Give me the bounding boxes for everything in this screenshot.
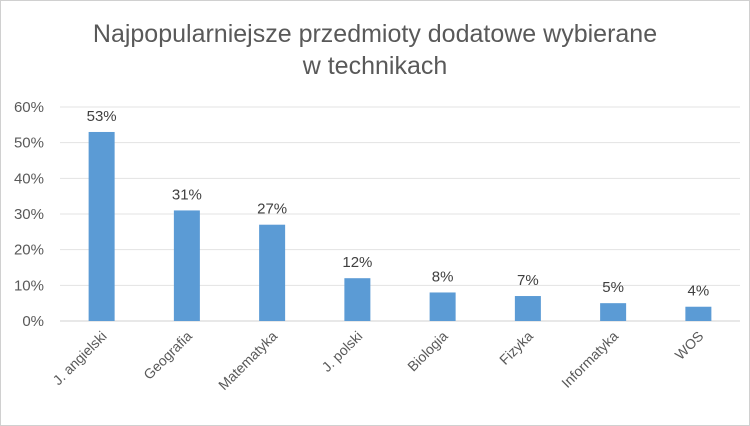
data-label: 12% <box>342 254 372 271</box>
x-tick-label: J. polski <box>318 328 365 375</box>
y-tick-label: 50% <box>14 135 44 152</box>
x-tick-label: Informatyka <box>558 328 621 391</box>
chart-title: Najpopularniejsze przedmioty dodatowe wy… <box>0 18 750 82</box>
y-tick-label: 60% <box>14 99 44 116</box>
bar <box>344 278 371 321</box>
bar <box>685 306 712 321</box>
y-tick-label: 20% <box>14 242 44 259</box>
chart-title-line-2: w technikach <box>302 52 448 80</box>
data-label: 27% <box>257 201 287 218</box>
bar <box>173 210 200 321</box>
data-label: 5% <box>602 279 624 296</box>
x-tick-label: J. angielski <box>49 328 109 388</box>
data-label: 53% <box>87 108 117 125</box>
y-tick-label: 30% <box>14 206 44 223</box>
y-tick-label: 0% <box>22 313 44 330</box>
chart-title-line-1: Najpopularniejsze przedmioty dodatowe wy… <box>92 20 658 48</box>
bar <box>259 224 286 321</box>
bar <box>429 292 456 321</box>
x-tick-label: WOS <box>672 328 707 363</box>
x-tick-label: Fizyka <box>496 328 536 368</box>
x-tick-label: Biologia <box>404 328 451 375</box>
bar <box>88 131 115 321</box>
x-tick-label: Geografia <box>140 328 195 383</box>
y-tick-label: 40% <box>14 170 44 187</box>
data-label: 7% <box>517 272 539 289</box>
x-tick-label: Matematyka <box>215 328 280 393</box>
bar <box>514 296 541 321</box>
data-label: 4% <box>688 283 710 300</box>
bar <box>600 303 627 321</box>
y-tick-label: 10% <box>14 277 44 294</box>
data-label: 8% <box>432 268 454 285</box>
data-label: 31% <box>172 186 202 203</box>
